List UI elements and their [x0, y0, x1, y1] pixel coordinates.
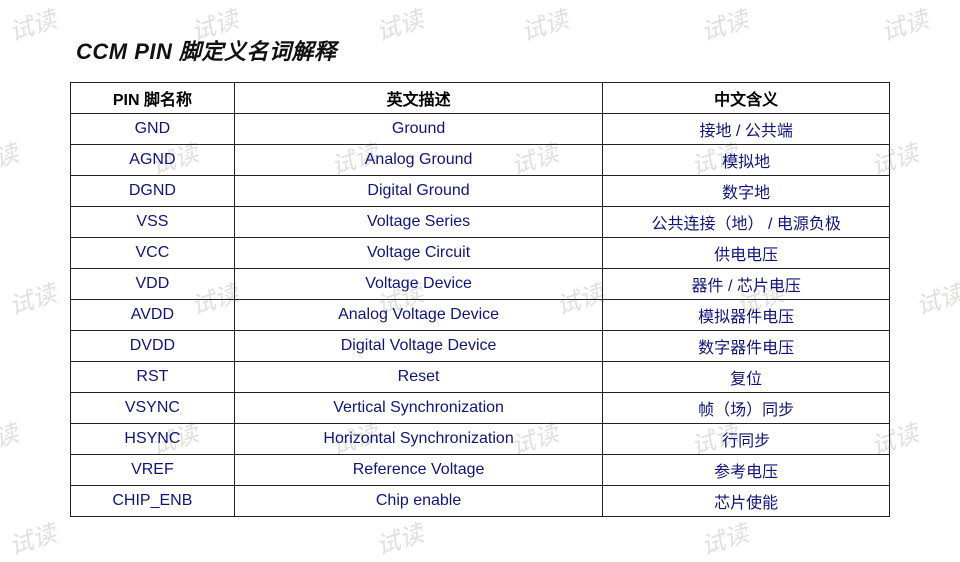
- cell-pin: AVDD: [71, 300, 235, 331]
- cell-chinese: 复位: [603, 362, 890, 393]
- cell-english: Voltage Device: [234, 269, 603, 300]
- cell-chinese: 器件 / 芯片电压: [603, 269, 890, 300]
- table-row: RSTReset复位: [71, 362, 890, 393]
- cell-english: Digital Ground: [234, 176, 603, 207]
- cell-chinese: 模拟器件电压: [603, 300, 890, 331]
- page-title: CCM PIN 脚定义名词解释: [76, 34, 890, 66]
- watermark-text: 试读: [696, 513, 752, 561]
- cell-english: Ground: [234, 114, 603, 145]
- cell-chinese: 数字器件电压: [603, 331, 890, 362]
- cell-pin: GND: [71, 114, 235, 145]
- table-row: VCCVoltage Circuit供电电压: [71, 238, 890, 269]
- cell-pin: AGND: [71, 145, 235, 176]
- cell-pin: RST: [71, 362, 235, 393]
- table-row: VSSVoltage Series公共连接（地） / 电源负极: [71, 207, 890, 238]
- col-header-chinese: 中文含义: [603, 83, 890, 114]
- cell-english: Vertical Synchronization: [234, 393, 603, 424]
- cell-pin: HSYNC: [71, 424, 235, 455]
- cell-english: Horizontal Synchronization: [234, 424, 603, 455]
- table-row: HSYNCHorizontal Synchronization行同步: [71, 424, 890, 455]
- cell-pin: DGND: [71, 176, 235, 207]
- table-row: AVDDAnalog Voltage Device模拟器件电压: [71, 300, 890, 331]
- table-row: DGNDDigital Ground数字地: [71, 176, 890, 207]
- cell-pin: VREF: [71, 455, 235, 486]
- watermark-text: 试读: [371, 513, 427, 561]
- cell-chinese: 公共连接（地） / 电源负极: [603, 207, 890, 238]
- document-content: CCM PIN 脚定义名词解释 PIN 脚名称 英文描述 中文含义 GNDGro…: [0, 0, 960, 517]
- cell-english: Chip enable: [234, 486, 603, 517]
- cell-chinese: 模拟地: [603, 145, 890, 176]
- cell-english: Reference Voltage: [234, 455, 603, 486]
- cell-pin: DVDD: [71, 331, 235, 362]
- cell-pin: CHIP_ENB: [71, 486, 235, 517]
- cell-pin: VSS: [71, 207, 235, 238]
- cell-english: Digital Voltage Device: [234, 331, 603, 362]
- cell-pin: VSYNC: [71, 393, 235, 424]
- col-header-english: 英文描述: [234, 83, 603, 114]
- cell-chinese: 芯片使能: [603, 486, 890, 517]
- table-header-row: PIN 脚名称 英文描述 中文含义: [71, 83, 890, 114]
- table-row: CHIP_ENBChip enable芯片使能: [71, 486, 890, 517]
- cell-english: Voltage Series: [234, 207, 603, 238]
- table-row: DVDDDigital Voltage Device数字器件电压: [71, 331, 890, 362]
- col-header-pin: PIN 脚名称: [71, 83, 235, 114]
- cell-english: Analog Voltage Device: [234, 300, 603, 331]
- cell-chinese: 供电电压: [603, 238, 890, 269]
- watermark-text: 试读: [4, 513, 60, 561]
- table-body: GNDGround接地 / 公共端AGNDAnalog Ground模拟地DGN…: [71, 114, 890, 517]
- cell-chinese: 参考电压: [603, 455, 890, 486]
- cell-english: Analog Ground: [234, 145, 603, 176]
- cell-pin: VDD: [71, 269, 235, 300]
- cell-pin: VCC: [71, 238, 235, 269]
- table-row: VSYNCVertical Synchronization帧（场）同步: [71, 393, 890, 424]
- table-row: VREFReference Voltage参考电压: [71, 455, 890, 486]
- cell-english: Reset: [234, 362, 603, 393]
- cell-chinese: 帧（场）同步: [603, 393, 890, 424]
- cell-chinese: 接地 / 公共端: [603, 114, 890, 145]
- table-row: GNDGround接地 / 公共端: [71, 114, 890, 145]
- table-row: VDDVoltage Device器件 / 芯片电压: [71, 269, 890, 300]
- cell-english: Voltage Circuit: [234, 238, 603, 269]
- cell-chinese: 行同步: [603, 424, 890, 455]
- pin-definition-table: PIN 脚名称 英文描述 中文含义 GNDGround接地 / 公共端AGNDA…: [70, 82, 890, 517]
- table-row: AGNDAnalog Ground模拟地: [71, 145, 890, 176]
- cell-chinese: 数字地: [603, 176, 890, 207]
